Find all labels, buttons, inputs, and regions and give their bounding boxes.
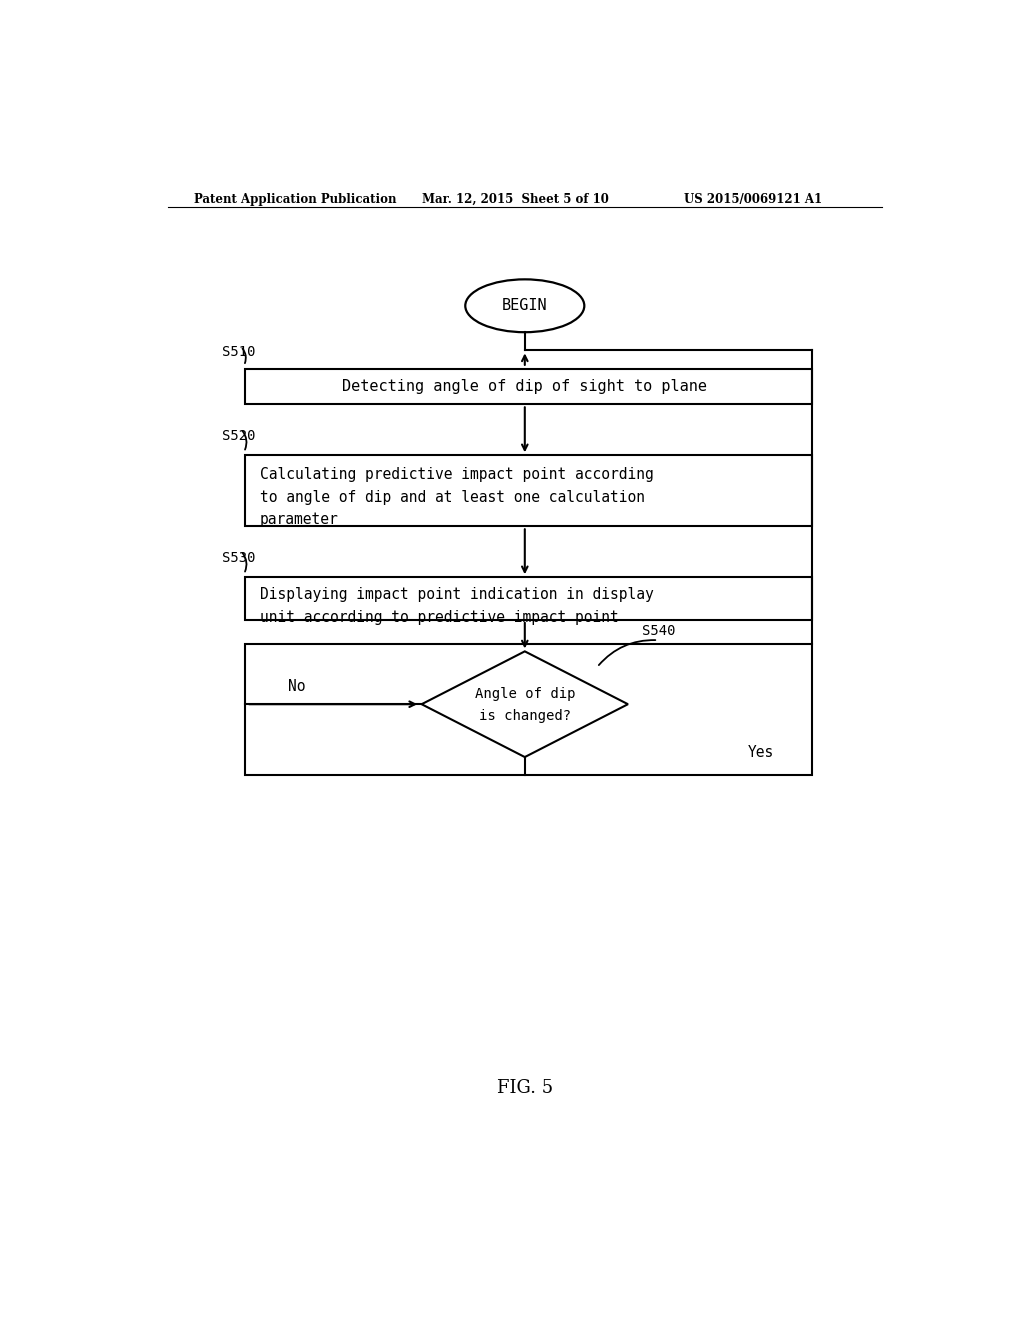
Text: Calculating predictive impact point according: Calculating predictive impact point acco… [260, 467, 653, 482]
Text: Patent Application Publication: Patent Application Publication [194, 193, 396, 206]
Text: FIG. 5: FIG. 5 [497, 1080, 553, 1097]
Text: parameter: parameter [260, 512, 339, 527]
FancyBboxPatch shape [246, 368, 812, 404]
FancyBboxPatch shape [246, 577, 812, 620]
Text: unit according to predictive impact point: unit according to predictive impact poin… [260, 610, 618, 624]
Text: Mar. 12, 2015  Sheet 5 of 10: Mar. 12, 2015 Sheet 5 of 10 [422, 193, 608, 206]
Text: US 2015/0069121 A1: US 2015/0069121 A1 [684, 193, 821, 206]
Text: S520: S520 [221, 429, 255, 444]
FancyBboxPatch shape [246, 644, 812, 775]
Text: S540: S540 [642, 624, 676, 638]
Text: Angle of dip: Angle of dip [474, 686, 575, 701]
Text: Yes: Yes [748, 744, 773, 760]
Polygon shape [422, 651, 628, 758]
Text: is changed?: is changed? [479, 709, 570, 723]
Text: S510: S510 [221, 345, 255, 359]
Text: to angle of dip and at least one calculation: to angle of dip and at least one calcula… [260, 490, 645, 504]
Text: BEGIN: BEGIN [502, 298, 548, 313]
FancyBboxPatch shape [246, 455, 812, 527]
Text: No: No [289, 678, 306, 694]
Text: Displaying impact point indication in display: Displaying impact point indication in di… [260, 587, 653, 602]
Text: S530: S530 [221, 550, 255, 565]
Ellipse shape [465, 280, 585, 333]
Text: Detecting angle of dip of sight to plane: Detecting angle of dip of sight to plane [342, 379, 708, 395]
